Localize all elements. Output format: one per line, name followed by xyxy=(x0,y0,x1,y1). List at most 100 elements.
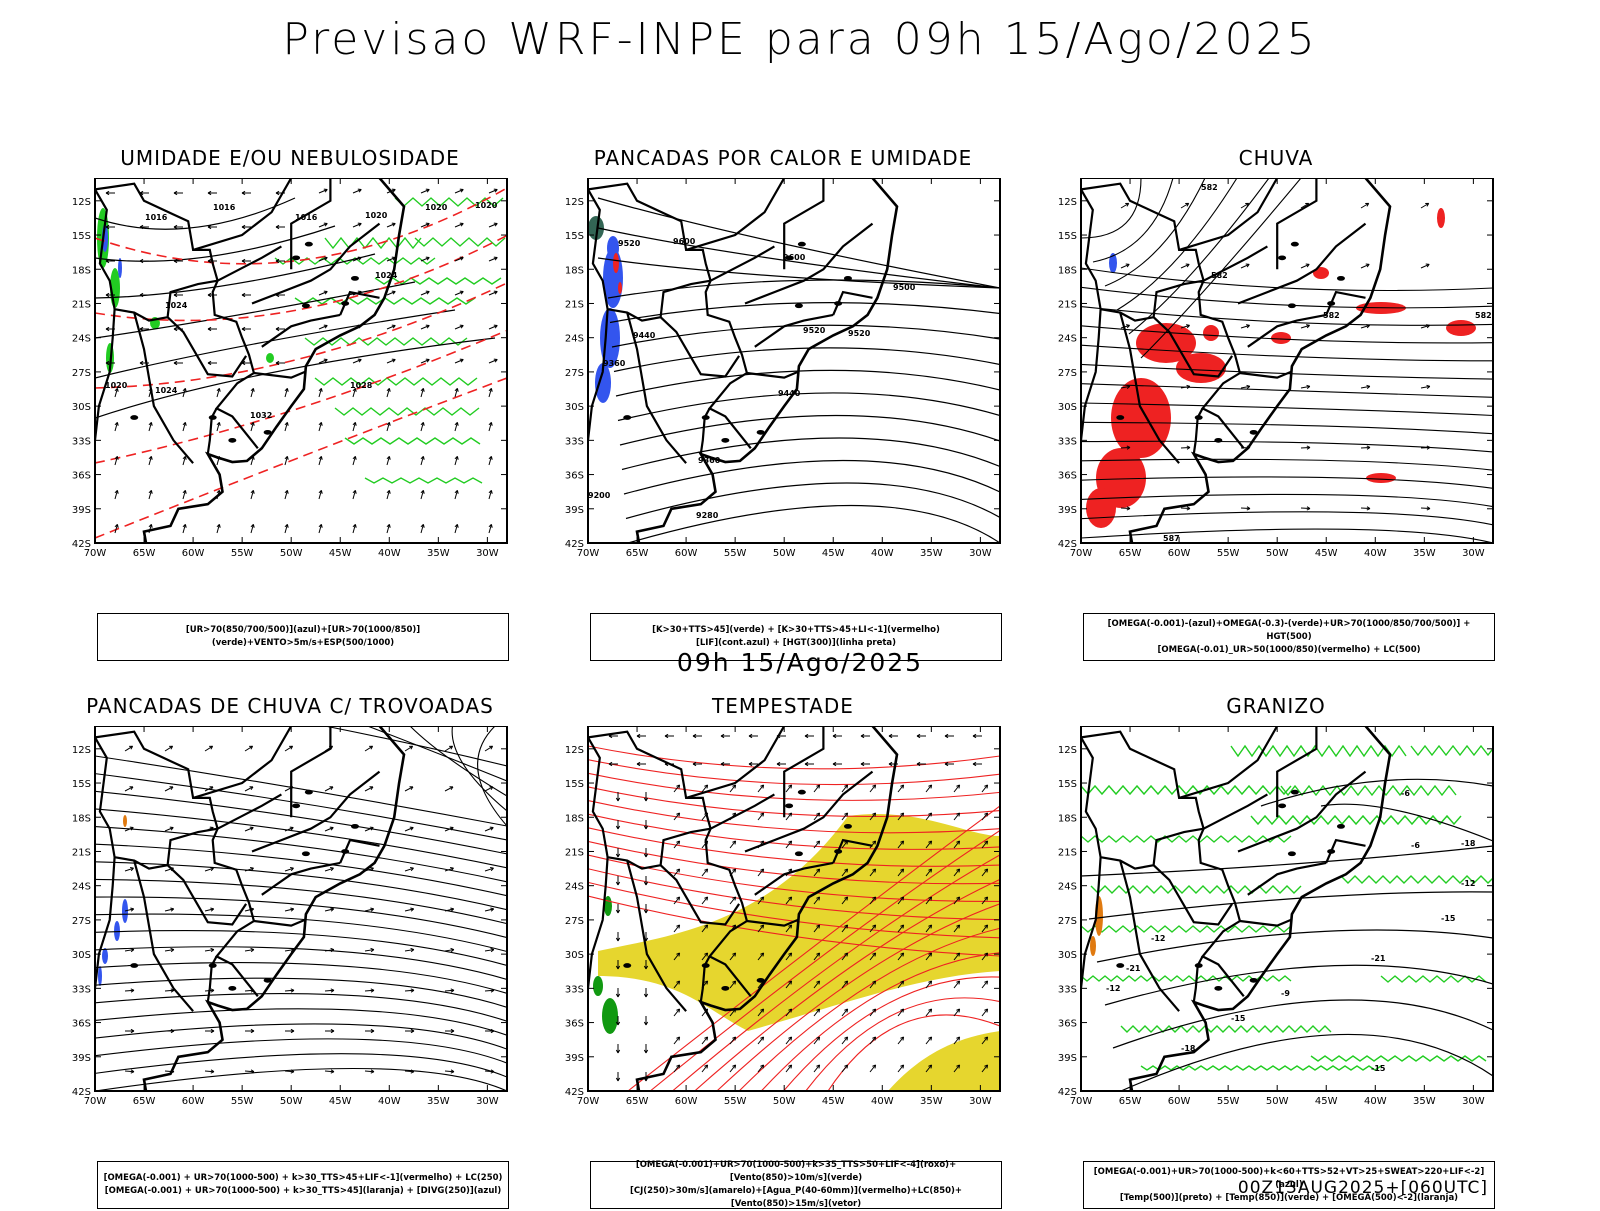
contour-label: 1024 xyxy=(155,386,178,395)
contour-line xyxy=(95,234,507,322)
lake xyxy=(292,255,301,261)
wind-vector xyxy=(148,422,152,432)
contour-label: 9600 xyxy=(783,253,806,262)
contour-line xyxy=(597,197,1000,289)
rain-area xyxy=(1271,332,1291,344)
border-line xyxy=(95,857,116,989)
legend-line: [K>30+TTS>45](verde) + [K>30+TTS>45+LI<-… xyxy=(652,625,940,635)
wind-vector xyxy=(244,745,253,752)
wind-vector xyxy=(454,490,458,500)
wind-vector xyxy=(324,1070,335,1073)
lake xyxy=(301,851,310,857)
wind-vector xyxy=(925,896,932,905)
wind-vector xyxy=(324,949,334,952)
contour-label: -15 xyxy=(1371,1064,1386,1073)
lon-tick-label: 55W xyxy=(1217,1096,1240,1107)
map-svg: 1016 1016 1016 1020 1020 1020 1024 1024 1024 1028… xyxy=(72,178,508,559)
wind-vector xyxy=(1300,202,1309,209)
lon-tick-label: 45W xyxy=(1315,548,1338,559)
wind-vector xyxy=(785,840,792,849)
contour-label: -15 xyxy=(1231,1014,1246,1023)
wind-vector xyxy=(386,388,390,398)
wind-vector xyxy=(869,1036,876,1045)
wind-vector xyxy=(953,896,960,905)
contour-line xyxy=(95,773,507,841)
lat-tick-label: 12S xyxy=(72,745,91,756)
wind-vector xyxy=(324,908,334,912)
contour-line xyxy=(1310,1055,1487,1062)
contour-line xyxy=(597,257,1000,289)
lat-tick-label: 15S xyxy=(1058,231,1077,242)
wind-vector xyxy=(953,784,960,793)
wind-vector xyxy=(404,1070,415,1073)
lake xyxy=(341,849,350,854)
rain-area xyxy=(1109,253,1117,273)
lake xyxy=(785,803,794,809)
border-line xyxy=(1239,370,1292,379)
wind-vector xyxy=(454,189,464,194)
wind-vector xyxy=(324,827,334,832)
contour-line xyxy=(1081,476,1493,489)
contour-label: 582 xyxy=(1475,311,1492,320)
rain-area xyxy=(1366,473,1396,483)
contour-label: 9520 xyxy=(803,326,826,335)
wind-vector xyxy=(785,952,792,961)
wind-vector xyxy=(182,524,186,534)
border-line xyxy=(746,918,799,927)
contour-line xyxy=(588,854,1000,903)
contour-label: 9500 xyxy=(893,283,916,292)
lat-tick-label: 18S xyxy=(1058,813,1077,824)
wind-vector xyxy=(484,989,495,992)
lake xyxy=(350,823,359,829)
contour-line xyxy=(611,324,1000,348)
wind-vector xyxy=(813,924,820,933)
lake xyxy=(228,985,237,991)
border-line xyxy=(699,955,711,1003)
lat-tick-label: 21S xyxy=(72,847,91,858)
contour-line xyxy=(1081,325,1493,344)
contour-line xyxy=(1320,803,1493,842)
lat-tick-label: 30S xyxy=(72,402,91,413)
border-line xyxy=(133,312,194,464)
lon-tick-label: 55W xyxy=(724,1096,747,1107)
contour-line xyxy=(95,337,496,419)
lon-tick-label: 40W xyxy=(871,1096,894,1107)
lat-tick-label: 42S xyxy=(565,1087,584,1098)
border-line xyxy=(133,860,194,1012)
panel-granizo: GRANIZO -6 -6 -12 -12 -15 -21 -18 -21 -15 -18 -12-… xyxy=(1041,694,1511,1209)
wind-vector xyxy=(673,868,680,877)
border-line xyxy=(1178,178,1279,251)
lake xyxy=(756,429,765,435)
lake xyxy=(794,851,803,857)
map-pancadas-trovoadas: 12S 15S 18S 21S 24S 27S 30S 33S 36S 39S 42S 70W 65W 6… xyxy=(55,726,525,1146)
wind-vector xyxy=(841,784,848,793)
wind-vector xyxy=(204,867,214,872)
lon-tick-label: 60W xyxy=(675,1096,698,1107)
wind-vector xyxy=(701,924,708,933)
wind-vector xyxy=(420,223,430,228)
contour-line xyxy=(95,377,507,539)
contour-line xyxy=(324,726,507,767)
wind-vector xyxy=(404,786,414,792)
lat-tick-label: 24S xyxy=(565,882,584,893)
lat-tick-label: 24S xyxy=(1058,882,1077,893)
contour-line xyxy=(95,808,507,869)
wind-vector xyxy=(897,868,904,877)
wind-vector xyxy=(454,388,458,398)
wind-vector xyxy=(673,952,680,961)
lake xyxy=(623,415,632,420)
map-frame xyxy=(94,726,508,1092)
contour-line xyxy=(619,414,1000,446)
wind-vector xyxy=(352,490,356,500)
panel-tempestade: TEMPESTADE 12S 15S 18S 21S 24S 27S 30S 33S 36S 39… xyxy=(548,694,1018,1209)
wind-vector xyxy=(813,1064,820,1073)
wind-vector xyxy=(701,896,708,905)
lon-tick-label: 60W xyxy=(675,548,698,559)
lon-tick-label: 40W xyxy=(378,548,401,559)
border-line xyxy=(253,918,306,927)
map-frame xyxy=(1080,726,1494,1092)
lake xyxy=(292,803,301,809)
wind-vector xyxy=(182,388,186,398)
border-line xyxy=(1178,726,1279,799)
wind-vector xyxy=(454,223,464,228)
